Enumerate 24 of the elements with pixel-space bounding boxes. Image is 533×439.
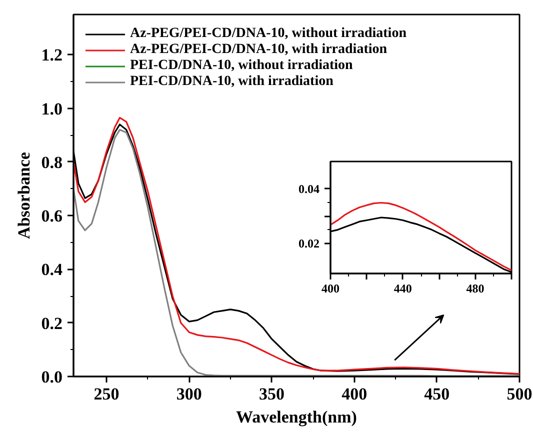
x-tick-label: 450 xyxy=(424,384,450,404)
y-tick-label: 0.4 xyxy=(41,260,63,280)
x-tick-label: 300 xyxy=(176,384,202,404)
y-tick-label: 0.02 xyxy=(298,236,320,250)
y-tick-label: 0.0 xyxy=(41,368,62,386)
x-tick-label: 250 xyxy=(94,384,120,404)
x-tick-label: 350 xyxy=(258,384,284,404)
y-tick-label: 0.6 xyxy=(41,206,62,226)
x-tick-label: 480 xyxy=(466,282,484,296)
legend-label: PEI-CD/DNA-10, without irradiation xyxy=(130,58,353,74)
legend-label: Az-PEG/PEI-CD/DNA-10, with irradiation xyxy=(130,42,388,58)
y-tick-label: 0.2 xyxy=(41,314,62,333)
x-axis-title: Wavelength(nm) xyxy=(236,408,357,426)
y-tick-label: 1.2 xyxy=(41,46,62,65)
x-tick-label: 500 xyxy=(506,384,532,404)
y-axis-title: Absorbance xyxy=(14,152,34,239)
y-tick-label: 0.04 xyxy=(298,182,320,196)
y-tick-label: 0.8 xyxy=(41,152,62,172)
legend-label: PEI-CD/DNA-10, with irradiation xyxy=(130,74,334,90)
x-tick-label: 400 xyxy=(342,384,368,404)
x-tick-label: 440 xyxy=(394,282,412,296)
y-tick-label: 1.0 xyxy=(41,99,62,118)
x-tick-label: 400 xyxy=(322,282,340,296)
legend-label: Az-PEG/PEI-CD/DNA-10, without irradiation xyxy=(130,26,406,42)
